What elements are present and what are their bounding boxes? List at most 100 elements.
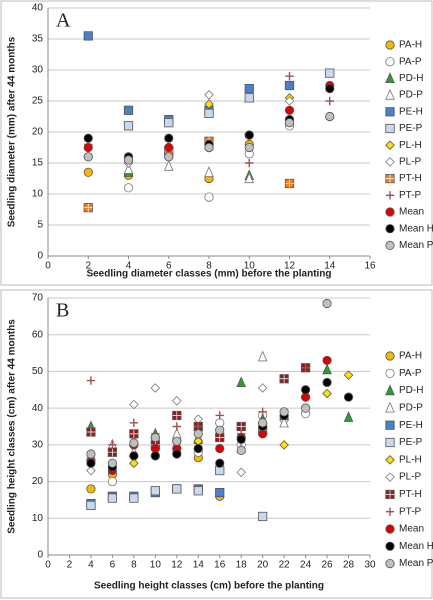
legend-marker-shape [385, 368, 395, 378]
point [322, 355, 332, 366]
point [164, 142, 174, 153]
legend-label: PL-P [399, 472, 422, 483]
point [343, 370, 354, 380]
legend-marker [385, 191, 395, 200]
point-shape [215, 487, 225, 498]
legend-label: PD-H [399, 385, 423, 396]
point-shape [86, 458, 96, 468]
point-shape [215, 425, 225, 435]
point-shape [129, 399, 139, 410]
point [322, 388, 332, 399]
point-shape [172, 396, 182, 406]
point [129, 451, 139, 461]
legend-marker [385, 107, 395, 117]
x-tick-label: 16 [364, 261, 376, 272]
point-shape [86, 465, 96, 476]
point [123, 121, 134, 131]
x-tick-label: 8 [131, 560, 137, 571]
point-shape [107, 493, 117, 503]
point [204, 192, 214, 202]
point [300, 385, 311, 395]
x-tick-label: 10 [244, 261, 256, 272]
point-shape [123, 155, 134, 165]
point-shape [193, 429, 203, 439]
point-shape [107, 458, 118, 468]
point [284, 96, 295, 106]
point [164, 133, 174, 143]
point [107, 458, 118, 468]
x-tick-label: 2 [85, 261, 91, 272]
legend-label: Mean [399, 524, 424, 535]
legend-marker [385, 240, 395, 250]
point [172, 396, 182, 406]
point-shape [244, 172, 255, 184]
point-shape [284, 80, 295, 91]
legend-label: Mean [399, 207, 424, 218]
legend-marker-shape [385, 472, 395, 482]
point [83, 152, 93, 162]
y-tick-label: 70 [32, 293, 44, 304]
point [164, 152, 174, 162]
point [279, 374, 289, 384]
point-shape [129, 493, 139, 503]
point [279, 416, 289, 428]
point-shape [215, 443, 225, 454]
x-tick-label: 14 [193, 560, 205, 571]
point-shape [279, 416, 289, 428]
legend-marker-shape [385, 72, 395, 83]
y-tick-label: 25 [32, 96, 44, 107]
y-tick-label: 20 [32, 476, 44, 487]
point-shape [172, 422, 181, 431]
legend-marker [385, 541, 395, 551]
point [285, 72, 294, 81]
x-tick-label: 20 [257, 560, 269, 571]
point-shape [279, 407, 289, 417]
point [150, 432, 160, 443]
point [86, 458, 96, 468]
point [129, 429, 139, 439]
point [83, 133, 93, 143]
point [258, 511, 268, 522]
x-tick-label: 24 [300, 560, 312, 571]
point [325, 84, 335, 94]
point [244, 142, 254, 153]
y-axis-title: Seedling diameter (mm) after 44 months [7, 36, 18, 227]
point [257, 383, 268, 393]
point [322, 377, 332, 388]
y-tick-label: 15 [32, 158, 44, 169]
point-shape [123, 163, 134, 174]
legend-marker [385, 57, 395, 67]
point [129, 458, 139, 468]
legend-marker-shape [385, 40, 395, 50]
point-shape [325, 84, 335, 94]
x-tick-label: 18 [236, 560, 248, 571]
point-shape [284, 96, 295, 106]
y-tick-label: 0 [37, 251, 43, 262]
point-shape [204, 90, 214, 100]
point-shape [164, 142, 174, 153]
y-tick-label: 40 [32, 3, 44, 14]
point [204, 90, 214, 100]
point [284, 118, 295, 128]
point-shape [236, 467, 246, 478]
legend-marker-shape [385, 541, 395, 551]
point-shape [86, 427, 96, 437]
y-tick-label: 60 [32, 329, 44, 340]
point [325, 96, 334, 106]
point-shape [172, 484, 182, 494]
legend-marker [385, 207, 395, 217]
legend-label: PL-P [399, 157, 422, 168]
point-shape [343, 411, 354, 422]
point [86, 376, 96, 385]
legend-marker [385, 368, 395, 378]
legend-marker-shape [385, 420, 395, 430]
point [258, 407, 267, 417]
legend-marker-shape [385, 191, 395, 200]
point [86, 427, 96, 437]
legend-label: PL-H [399, 140, 422, 151]
legend-marker-shape [385, 224, 395, 234]
x-tick-label: 4 [88, 560, 94, 571]
point-shape [83, 31, 93, 41]
legend-marker [385, 88, 395, 100]
